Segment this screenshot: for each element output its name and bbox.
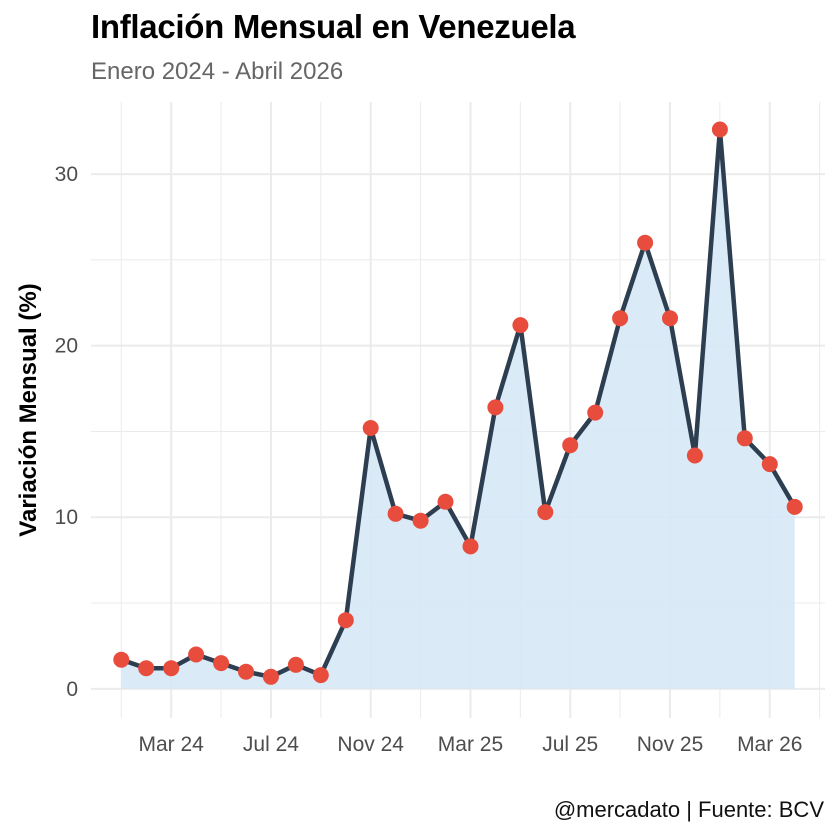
data-point	[562, 437, 579, 454]
data-point	[462, 538, 479, 555]
data-point	[312, 667, 329, 684]
y-tick-label: 10	[55, 506, 78, 529]
data-point	[362, 420, 379, 436]
data-point	[138, 660, 155, 677]
data-point	[512, 317, 529, 334]
series-line	[119, 127, 797, 680]
x-tick-label: Mar 25	[438, 733, 503, 756]
data-point	[238, 663, 254, 680]
data-point	[587, 404, 604, 421]
data-point	[662, 310, 678, 327]
data-point	[537, 504, 554, 521]
data-point	[213, 655, 230, 672]
data-point	[262, 668, 279, 685]
data-point	[437, 493, 454, 510]
y-axis-title: Variación Mensual (%)	[15, 283, 42, 536]
data-point	[387, 505, 404, 522]
y-tick-labels: 0 10 20 30	[55, 163, 78, 701]
data-point	[287, 656, 304, 673]
data-point	[736, 430, 753, 447]
data-point	[612, 310, 629, 327]
y-tick-label: 30	[55, 163, 78, 186]
data-point	[163, 660, 180, 677]
y-tick-label: 20	[55, 335, 78, 358]
data-point	[686, 447, 703, 464]
x-tick-label: Jul 25	[542, 733, 598, 756]
area-fill	[121, 129, 795, 689]
data-point	[637, 234, 654, 251]
y-tick-label: 0	[66, 678, 78, 701]
data-point	[487, 399, 504, 416]
chart-title: Inflación Mensual en Venezuela	[91, 8, 576, 45]
data-point	[188, 646, 205, 663]
data-points	[113, 121, 803, 685]
x-tick-label: Mar 24	[139, 733, 205, 756]
data-point	[337, 612, 354, 629]
x-tick-label: Nov 25	[637, 733, 704, 756]
x-tick-label: Jul 24	[243, 733, 299, 756]
data-point	[786, 498, 803, 515]
x-tick-label: Mar 26	[737, 733, 802, 756]
data-point	[761, 456, 778, 473]
chart-subtitle: Enero 2024 - Abril 2026	[91, 58, 344, 85]
data-point	[113, 651, 130, 668]
data-point	[412, 512, 429, 529]
x-tick-label: Nov 24	[337, 733, 404, 756]
data-point	[711, 121, 728, 138]
x-tick-labels: Mar 24 Jul 24 Nov 24 Mar 25 Jul 25 Nov 25 Mar …	[139, 733, 803, 756]
source-caption: @mercadato | Fuente: BCV	[553, 797, 824, 822]
